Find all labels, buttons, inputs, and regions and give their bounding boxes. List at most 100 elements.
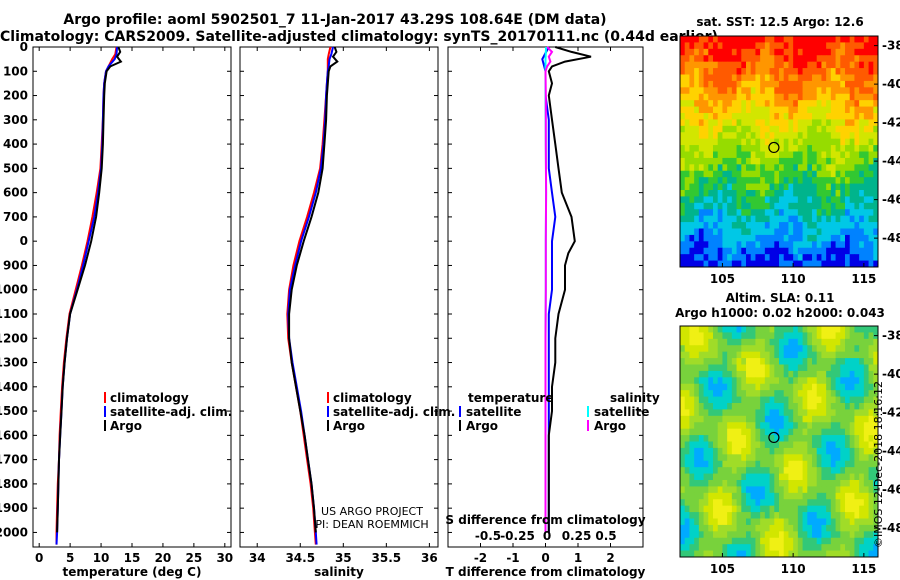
map-cell [750, 177, 756, 184]
map-cell [703, 326, 709, 333]
map-cell [727, 435, 733, 442]
map-cell [812, 326, 818, 333]
map-cell [797, 505, 803, 513]
map-cell [731, 422, 737, 430]
map-cell [797, 351, 803, 359]
map-cell [793, 550, 799, 558]
map-cell [736, 260, 742, 268]
map-cell [731, 151, 737, 159]
map-cell [854, 254, 860, 261]
map-cell [727, 183, 733, 191]
map-cell [689, 61, 695, 69]
map-cell [779, 403, 785, 410]
map-cell [797, 196, 803, 204]
map-cell [859, 428, 865, 436]
map-cell [760, 202, 766, 210]
map-cell [873, 170, 879, 178]
map-cell [769, 537, 775, 545]
map-cell [854, 518, 860, 526]
map-cell [849, 358, 855, 365]
map-cell [736, 409, 742, 417]
map-cell [755, 164, 761, 172]
map-cell [684, 428, 690, 436]
map-cell [750, 113, 756, 120]
map-cell [812, 460, 818, 468]
map-cell [845, 544, 851, 551]
legend-title-salinity: salinity [610, 391, 660, 405]
map-cell [873, 364, 879, 372]
map-cell [731, 473, 737, 481]
map-cell [698, 125, 704, 133]
map-cell [708, 36, 714, 43]
map-cell [684, 241, 690, 249]
map-cell [764, 460, 770, 468]
map-cell [741, 177, 747, 184]
map-cell [750, 358, 756, 365]
map-cell [750, 537, 756, 545]
map-cell [713, 241, 719, 249]
x-tick-label: 30 [216, 551, 233, 565]
map-cell [830, 157, 836, 165]
depth-tick-label: 1500 [0, 404, 28, 418]
map-cell [727, 447, 733, 455]
map-cell [854, 177, 860, 184]
map-cell [717, 138, 723, 146]
map-cell [826, 145, 832, 152]
map-cell [816, 460, 822, 468]
map-cell [788, 338, 794, 346]
map-cell [835, 447, 841, 455]
map-cell [807, 234, 813, 242]
map-cell [727, 505, 733, 513]
map-cell [788, 145, 794, 152]
map-cell [736, 42, 742, 50]
map-cell [764, 377, 770, 385]
map-cell [868, 190, 874, 197]
map-cell [812, 447, 818, 455]
map-cell [680, 183, 686, 191]
map-cell [741, 326, 747, 333]
map-cell [736, 177, 742, 184]
map-cell [731, 332, 737, 340]
map-cell [769, 177, 775, 184]
map-cell [698, 74, 704, 82]
map-cell [731, 241, 737, 249]
map-cell [703, 42, 709, 50]
map-cell [845, 113, 851, 120]
map-cell [845, 100, 851, 107]
map-cell [788, 415, 794, 423]
map-cell [849, 138, 855, 146]
map-cell [788, 196, 794, 204]
map-cell [849, 422, 855, 430]
map-cell [845, 260, 851, 268]
map-cell [741, 409, 747, 417]
map-cell [684, 524, 690, 532]
map-cell [821, 260, 827, 268]
map-cell [713, 228, 719, 236]
map-cell [717, 537, 723, 545]
map-cell [854, 460, 860, 468]
map-cell [793, 183, 799, 191]
map-cell [779, 345, 785, 353]
map-cell [741, 209, 747, 217]
map-cell [807, 80, 813, 88]
map-cell [812, 202, 818, 210]
map-cell [873, 326, 879, 333]
map-cell [727, 403, 733, 410]
map-cell [694, 164, 700, 172]
map-cell [689, 326, 695, 333]
depth-tick-label: 300 [3, 113, 28, 127]
map-cell [755, 222, 761, 229]
map-cell [873, 441, 879, 449]
x-tick-label: 34 [249, 551, 266, 565]
map-cell [793, 196, 799, 204]
map-cell [797, 145, 803, 152]
map-cell [826, 87, 832, 95]
map-cell [727, 358, 733, 365]
map-cell [859, 492, 865, 500]
map-cell [849, 42, 855, 50]
map-cell [873, 383, 879, 391]
map-cell [750, 215, 756, 223]
map-cell [859, 537, 865, 545]
map-cell [859, 106, 865, 114]
map-cell [731, 370, 737, 378]
